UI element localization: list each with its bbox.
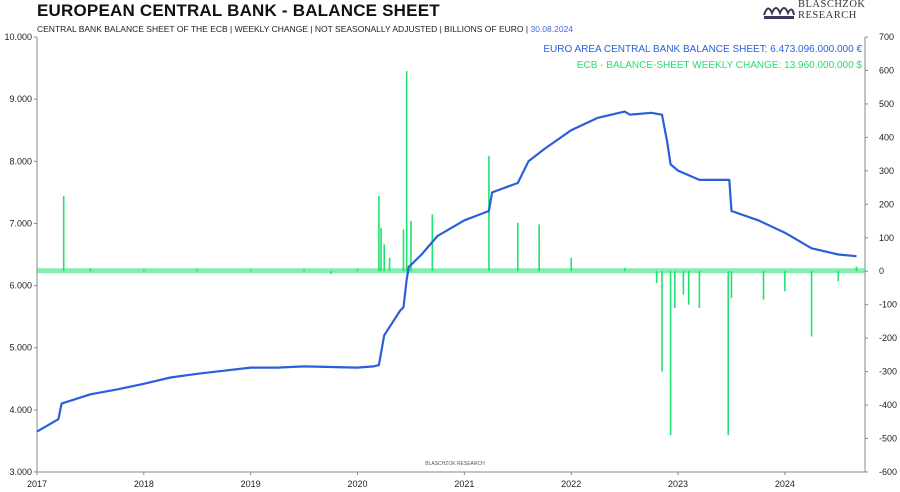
subtitle-text: CENTRAL BANK BALANCE SHEET OF THE ECB | … (37, 24, 529, 34)
right-tick-label: 500 (879, 99, 894, 109)
right-tick-label: 400 (879, 132, 894, 142)
blaschzok-logo-icon (763, 7, 795, 19)
right-tick-label: 0 (879, 266, 884, 276)
left-tick-label: 8.000 (9, 156, 32, 166)
left-tick-label: 4.000 (9, 405, 32, 415)
legend-weekly-change: ECB - BALANCE-SHEET WEEKLY CHANGE: 13.96… (576, 60, 862, 71)
legend-balance-sheet: EURO AREA CENTRAL BANK BALANCE SHEET: 6.… (543, 44, 862, 55)
x-tick-label: 2020 (348, 479, 368, 489)
chart-subtitle: CENTRAL BANK BALANCE SHEET OF THE ECB | … (37, 24, 573, 34)
balance-sheet-line (36, 110, 857, 433)
x-tick-label: 2018 (134, 479, 154, 489)
right-tick-label: -400 (879, 400, 897, 410)
x-tick-label: 2021 (454, 479, 474, 489)
x-tick-label: 2017 (27, 479, 47, 489)
left-tick-label: 9.000 (9, 94, 32, 104)
subtitle-date: 30.08.2024 (530, 24, 574, 34)
weekly-change-baseline-band (37, 268, 865, 274)
x-tick-label: 2024 (775, 479, 795, 489)
right-tick-label: -300 (879, 367, 897, 377)
logo-line2: RESEARCH (798, 9, 857, 21)
right-tick-label: -500 (879, 434, 897, 444)
right-tick-label: 100 (879, 233, 894, 243)
x-tick-label: 2023 (668, 479, 688, 489)
left-tick-label: 3.000 (9, 467, 32, 477)
brand-logo: BLASCHZOK RESEARCH (762, 0, 892, 22)
right-tick-label: -100 (879, 300, 897, 310)
chart-watermark: BLASCHZOK RESEARCH (425, 461, 485, 467)
right-tick-label: 300 (879, 166, 894, 176)
x-tick-label: 2019 (241, 479, 261, 489)
right-tick-label: 200 (879, 199, 894, 209)
left-tick-label: 5.000 (9, 343, 32, 353)
left-tick-label: 6.000 (9, 281, 32, 291)
logo-text: BLASCHZOK RESEARCH (798, 0, 866, 21)
right-tick-label: -200 (879, 333, 897, 343)
right-tick-label: 600 (879, 65, 894, 75)
logo-line1: BLASCHZOK (798, 0, 866, 10)
chart-title: EUROPEAN CENTRAL BANK - BALANCE SHEET (37, 1, 440, 20)
left-tick-label: 10.000 (4, 32, 32, 42)
x-tick-label: 2022 (561, 479, 581, 489)
left-tick-label: 7.000 (9, 218, 32, 228)
right-tick-label: 700 (879, 32, 894, 42)
right-tick-label: -600 (879, 467, 897, 477)
